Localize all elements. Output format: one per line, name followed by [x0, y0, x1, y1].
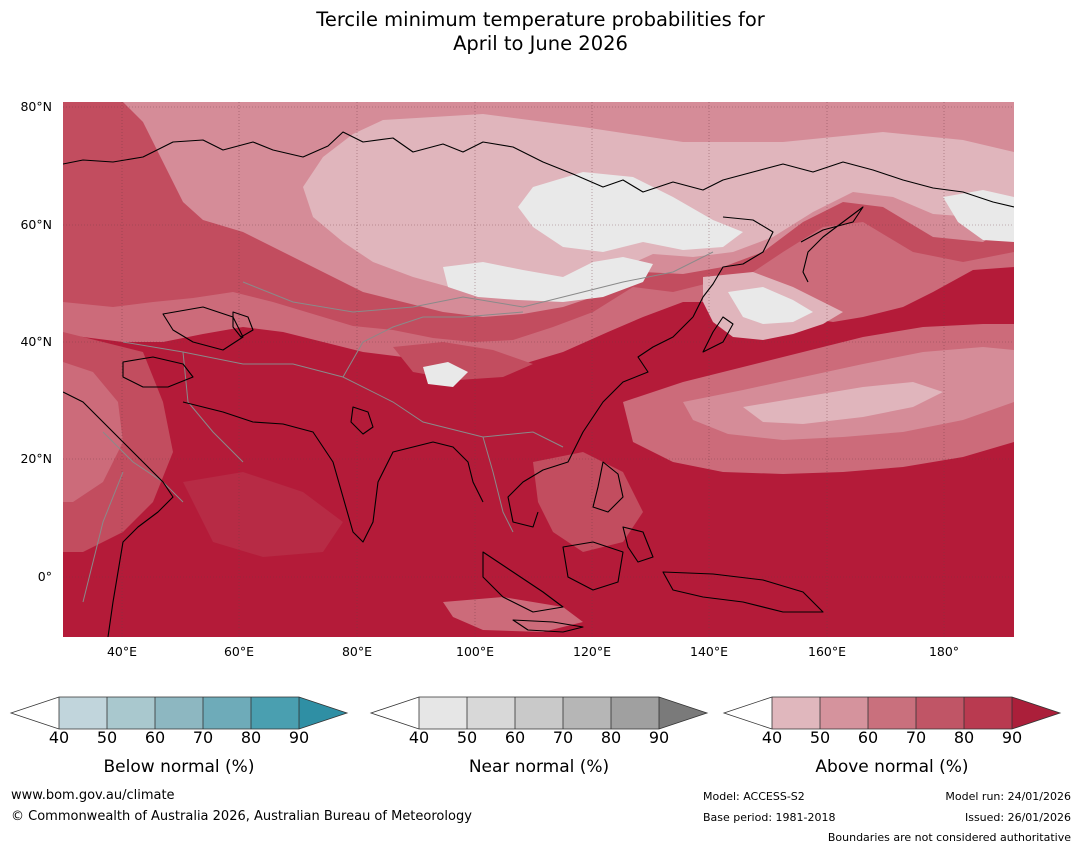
- colorbar-below-normal-bin-50-60: [107, 697, 155, 729]
- lat-label-20n: 20°N: [20, 451, 52, 466]
- colorbar-above-normal-bin-70-80: [916, 697, 964, 729]
- lat-label-60n: 60°N: [20, 217, 52, 232]
- mongolia-near-normal-patch: [443, 257, 653, 302]
- colorbar-below-normal-bin-80-90: [251, 697, 299, 729]
- legend-below-normal: 40 50 60 70 80 90 Below normal (%): [9, 695, 349, 780]
- graticule: [63, 102, 1014, 637]
- above-normal-tick-70: 70: [905, 728, 927, 747]
- colorbar-above-normal-low-triangle: [724, 697, 772, 729]
- near-normal-tick-70: 70: [552, 728, 574, 747]
- probability-map[interactable]: [63, 102, 1014, 637]
- near-normal-tick-50: 50: [456, 728, 478, 747]
- above-normal-tick-90: 90: [1001, 728, 1023, 747]
- colorbar-near-normal-bin-70-80: [563, 697, 611, 729]
- near-normal-tick-60: 60: [504, 728, 526, 747]
- colorbar-above-normal-high-triangle: [1012, 697, 1060, 729]
- pacific-band-40: [743, 382, 943, 424]
- colorbar-near-normal: [369, 696, 709, 730]
- model-run-date: Model run: 24/01/2026: [945, 790, 1071, 803]
- japan-near-normal-patch: [728, 287, 813, 324]
- lon-label-180: 180°: [928, 644, 960, 659]
- colorbar-below-normal-bin-40-50: [59, 697, 107, 729]
- lat-label-40n: 40°N: [20, 334, 52, 349]
- lon-label-100e: 100°E: [455, 644, 495, 659]
- boundaries-disclaimer: Boundaries are not considered authoritat…: [827, 831, 1071, 844]
- below-normal-tick-40: 40: [48, 728, 70, 747]
- colorbar-above-normal-bin-80-90: [964, 697, 1012, 729]
- legend-above-normal: 40 50 60 70 80 90 Above normal (%): [722, 695, 1062, 780]
- colorbar-below-normal: [9, 696, 349, 730]
- map-title-line-1: Tercile minimum temperature probabilitie…: [316, 8, 765, 31]
- arabia-patch-60: [63, 362, 123, 502]
- lon-label-80e: 80°E: [341, 644, 373, 659]
- below-normal-tick-90: 90: [288, 728, 310, 747]
- tibet-near-normal-patch: [423, 362, 468, 387]
- probability-map-svg: [63, 102, 1014, 637]
- lon-label-120e: 120°E: [572, 644, 612, 659]
- bom-website-link[interactable]: www.bom.gov.au/climate: [11, 788, 175, 803]
- below-normal-tick-50: 50: [96, 728, 118, 747]
- colorbar-above-normal: [722, 696, 1062, 730]
- colorbar-below-normal-bin-60-70: [155, 697, 203, 729]
- below-normal-tick-80: 80: [240, 728, 262, 747]
- colorbar-near-normal-high-triangle: [659, 697, 707, 729]
- colorbar-near-normal-bin-80-90: [611, 697, 659, 729]
- legend-title-below-normal: Below normal (%): [103, 757, 255, 777]
- coastlines: [63, 131, 1014, 637]
- map-title-line-2: April to June 2026: [453, 32, 628, 55]
- model-name: Model: ACCESS-S2: [703, 790, 805, 803]
- colorbar-near-normal-bin-50-60: [467, 697, 515, 729]
- lon-label-140e: 140°E: [689, 644, 729, 659]
- colorbar-near-normal-bin-60-70: [515, 697, 563, 729]
- lat-label-0: 0°: [37, 569, 52, 584]
- issued-date: Issued: 26/01/2026: [964, 811, 1071, 824]
- south-china-sea-patch-70: [533, 452, 643, 552]
- colorbar-above-normal-bin-40-50: [772, 697, 820, 729]
- legend-title-above-normal: Above normal (%): [815, 757, 969, 777]
- copyright-notice: © Commonwealth of Australia 2026, Austra…: [11, 809, 472, 824]
- above-normal-tick-80: 80: [953, 728, 975, 747]
- near-normal-tick-80: 80: [600, 728, 622, 747]
- colorbar-below-normal-high-triangle: [299, 697, 347, 729]
- above-normal-tick-50: 50: [809, 728, 831, 747]
- indian-ocean-patch-80: [183, 472, 343, 557]
- colorbar-near-normal-low-triangle: [371, 697, 419, 729]
- colorbar-below-normal-low-triangle: [11, 697, 59, 729]
- below-normal-tick-70: 70: [192, 728, 214, 747]
- above-normal-tick-40: 40: [761, 728, 783, 747]
- lat-label-80n: 80°N: [20, 99, 52, 114]
- colorbar-above-normal-bin-60-70: [868, 697, 916, 729]
- lon-label-60e: 60°E: [223, 644, 255, 659]
- below-normal-tick-60: 60: [144, 728, 166, 747]
- legend-title-near-normal: Near normal (%): [468, 757, 610, 777]
- near-normal-tick-90: 90: [648, 728, 670, 747]
- probability-contours: [63, 102, 1014, 632]
- siberia-near-normal-patch: [518, 172, 743, 252]
- legend-near-normal: 40 50 60 70 80 90 Near normal (%): [369, 695, 709, 780]
- country-borders: [82, 251, 714, 603]
- java-patch-60: [443, 597, 583, 632]
- base-period: Base period: 1981-2018: [703, 811, 836, 824]
- above-normal-tick-60: 60: [857, 728, 879, 747]
- colorbar-below-normal-bin-70-80: [203, 697, 251, 729]
- lon-label-160e: 160°E: [807, 644, 847, 659]
- lon-label-40e: 40°E: [106, 644, 138, 659]
- colorbar-near-normal-bin-40-50: [419, 697, 467, 729]
- colorbar-above-normal-bin-50-60: [820, 697, 868, 729]
- near-normal-tick-40: 40: [408, 728, 430, 747]
- map-title: Tercile minimum temperature probabilitie…: [0, 8, 1081, 56]
